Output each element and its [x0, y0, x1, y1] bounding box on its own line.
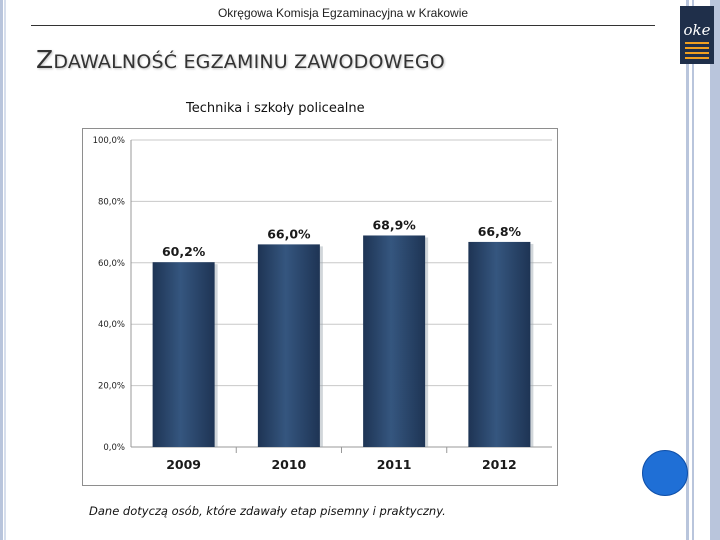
- left-decor-stripe-thin: [4, 0, 6, 540]
- bar-chart: 0,0% 20,0% 40,0% 60,0% 80,0% 100,0% 60,2% 2009 6…: [93, 136, 552, 472]
- chart-frame: 0,0% 20,0% 40,0% 60,0% 80,0% 100,0% 60,2% 2009 6…: [82, 128, 558, 486]
- y-tick-label: 0,0%: [103, 443, 125, 453]
- footnote: Dane dotyczą osób, które zdawały etap pi…: [89, 504, 446, 518]
- logo-wordmark: oke: [684, 21, 711, 39]
- right-decor-stripe-thin: [692, 0, 694, 540]
- y-tick-label: 100,0%: [93, 136, 125, 146]
- y-tick-label: 20,0%: [98, 382, 125, 392]
- x-tick-label: 2011: [377, 457, 412, 472]
- page-title-initial: Z: [36, 45, 54, 74]
- bar: [468, 241, 531, 447]
- bar: [363, 235, 426, 447]
- x-tick-label: 2009: [166, 457, 201, 472]
- oke-logo: oke: [680, 6, 714, 64]
- page-title-rest: DAWALNOŚĆ EGZAMINU ZAWODOWEGO: [53, 51, 445, 73]
- x-tick-label: 2010: [271, 457, 306, 472]
- page-title: ZDAWALNOŚĆ EGZAMINU ZAWODOWEGO: [36, 45, 445, 74]
- y-tick-label: 80,0%: [98, 197, 125, 207]
- right-decor-stripe: [686, 0, 689, 540]
- logo-line: [685, 42, 709, 44]
- decorative-circle: [642, 450, 688, 496]
- y-tick-label: 40,0%: [98, 320, 125, 330]
- y-tick-label: 60,0%: [98, 259, 125, 269]
- x-tick-label: 2012: [482, 457, 517, 472]
- logo-background: [680, 6, 714, 64]
- data-label: 66,8%: [478, 224, 522, 239]
- left-decor-stripe: [0, 0, 3, 540]
- bar: [257, 244, 320, 447]
- data-label: 66,0%: [267, 226, 311, 241]
- data-label: 60,2%: [162, 244, 206, 259]
- right-decor-band: [710, 0, 720, 540]
- chart-title: Technika i szkoły policealne: [186, 101, 365, 116]
- header-divider: [31, 25, 655, 26]
- logo-line: [685, 52, 709, 54]
- logo-line: [685, 57, 709, 59]
- bar: [152, 262, 215, 447]
- institution-header: Okręgowa Komisja Egzaminacyjna w Krakowi…: [217, 6, 469, 20]
- logo-line: [685, 47, 709, 49]
- data-label: 68,9%: [372, 217, 416, 232]
